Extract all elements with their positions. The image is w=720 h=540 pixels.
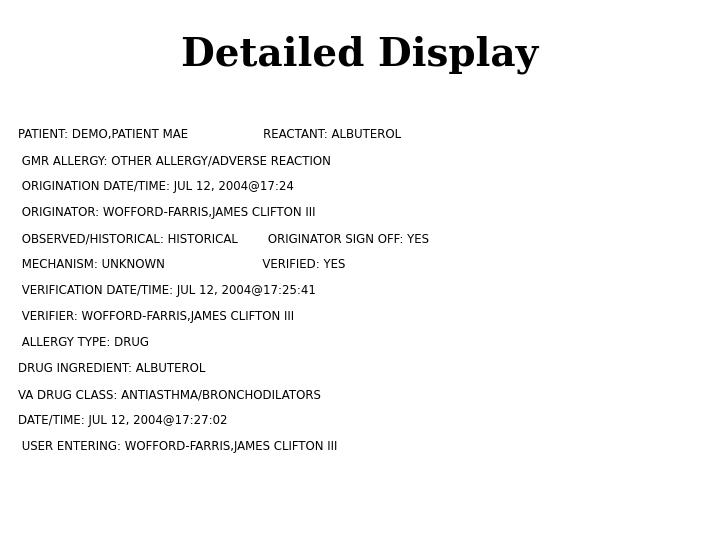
Text: ORIGINATOR: WOFFORD-FARRIS,JAMES CLIFTON III: ORIGINATOR: WOFFORD-FARRIS,JAMES CLIFTON… bbox=[18, 206, 315, 219]
Text: OBSERVED/HISTORICAL: HISTORICAL        ORIGINATOR SIGN OFF: YES: OBSERVED/HISTORICAL: HISTORICAL ORIGINAT… bbox=[18, 232, 429, 245]
Text: DATE/TIME: JUL 12, 2004@17:27:02: DATE/TIME: JUL 12, 2004@17:27:02 bbox=[18, 414, 228, 427]
Text: MECHANISM: UNKNOWN                          VERIFIED: YES: MECHANISM: UNKNOWN VERIFIED: YES bbox=[18, 258, 346, 271]
Text: Detailed Display: Detailed Display bbox=[181, 36, 539, 74]
Text: VERIFIER: WOFFORD-FARRIS,JAMES CLIFTON III: VERIFIER: WOFFORD-FARRIS,JAMES CLIFTON I… bbox=[18, 310, 294, 323]
Text: GMR ALLERGY: OTHER ALLERGY/ADVERSE REACTION: GMR ALLERGY: OTHER ALLERGY/ADVERSE REACT… bbox=[18, 154, 331, 167]
Text: VA DRUG CLASS: ANTIASTHMA/BRONCHODILATORS: VA DRUG CLASS: ANTIASTHMA/BRONCHODILATOR… bbox=[18, 388, 321, 401]
Text: USER ENTERING: WOFFORD-FARRIS,JAMES CLIFTON III: USER ENTERING: WOFFORD-FARRIS,JAMES CLIF… bbox=[18, 440, 338, 453]
Text: ALLERGY TYPE: DRUG: ALLERGY TYPE: DRUG bbox=[18, 336, 149, 349]
Text: PATIENT: DEMO,PATIENT MAE                    REACTANT: ALBUTEROL: PATIENT: DEMO,PATIENT MAE REACTANT: ALBU… bbox=[18, 128, 401, 141]
Text: ORIGINATION DATE/TIME: JUL 12, 2004@17:24: ORIGINATION DATE/TIME: JUL 12, 2004@17:2… bbox=[18, 180, 294, 193]
Text: DRUG INGREDIENT: ALBUTEROL: DRUG INGREDIENT: ALBUTEROL bbox=[18, 362, 205, 375]
Text: VERIFICATION DATE/TIME: JUL 12, 2004@17:25:41: VERIFICATION DATE/TIME: JUL 12, 2004@17:… bbox=[18, 284, 316, 297]
